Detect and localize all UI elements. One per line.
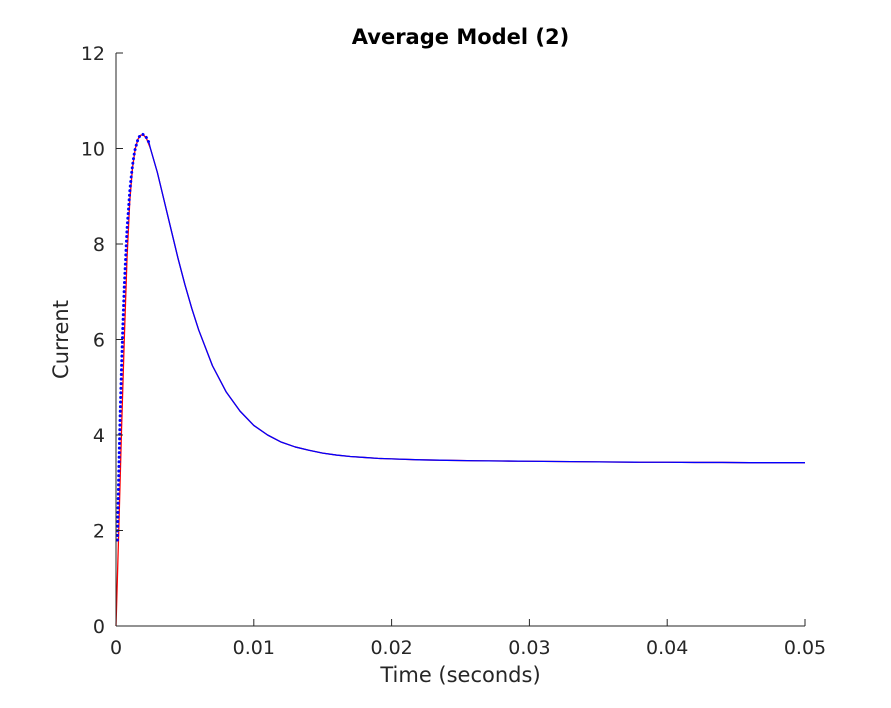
y-tick-label: 12 [81,43,105,65]
y-tick-label: 4 [93,425,105,447]
x-tick-label: 0.03 [508,637,550,659]
x-tick-label: 0.04 [646,637,688,659]
series-layer [115,132,805,627]
chart-title: Average Model (2) [352,25,569,49]
y-tick-label: 2 [93,521,105,543]
x-axis-label: Time (seconds) [379,663,540,687]
ticks-layer: 0 0.01 0.02 0.03 0.04 0.05 0 2 4 6 8 10 12 [81,43,826,659]
x-tick-label: 0.02 [370,637,412,659]
y-tick-label: 6 [93,330,105,352]
x-tick-label: 0.05 [784,637,826,659]
plot-area [116,53,805,626]
y-tick-label: 0 [93,616,105,638]
y-tick-label: 8 [93,234,105,256]
series-1-line [115,132,151,542]
x-tick-label: 0.01 [233,637,275,659]
y-axis-label: Current [49,300,73,379]
y-tick-label: 10 [81,139,105,161]
series-2-line [148,142,805,464]
x-tick-label: 0 [110,637,122,659]
